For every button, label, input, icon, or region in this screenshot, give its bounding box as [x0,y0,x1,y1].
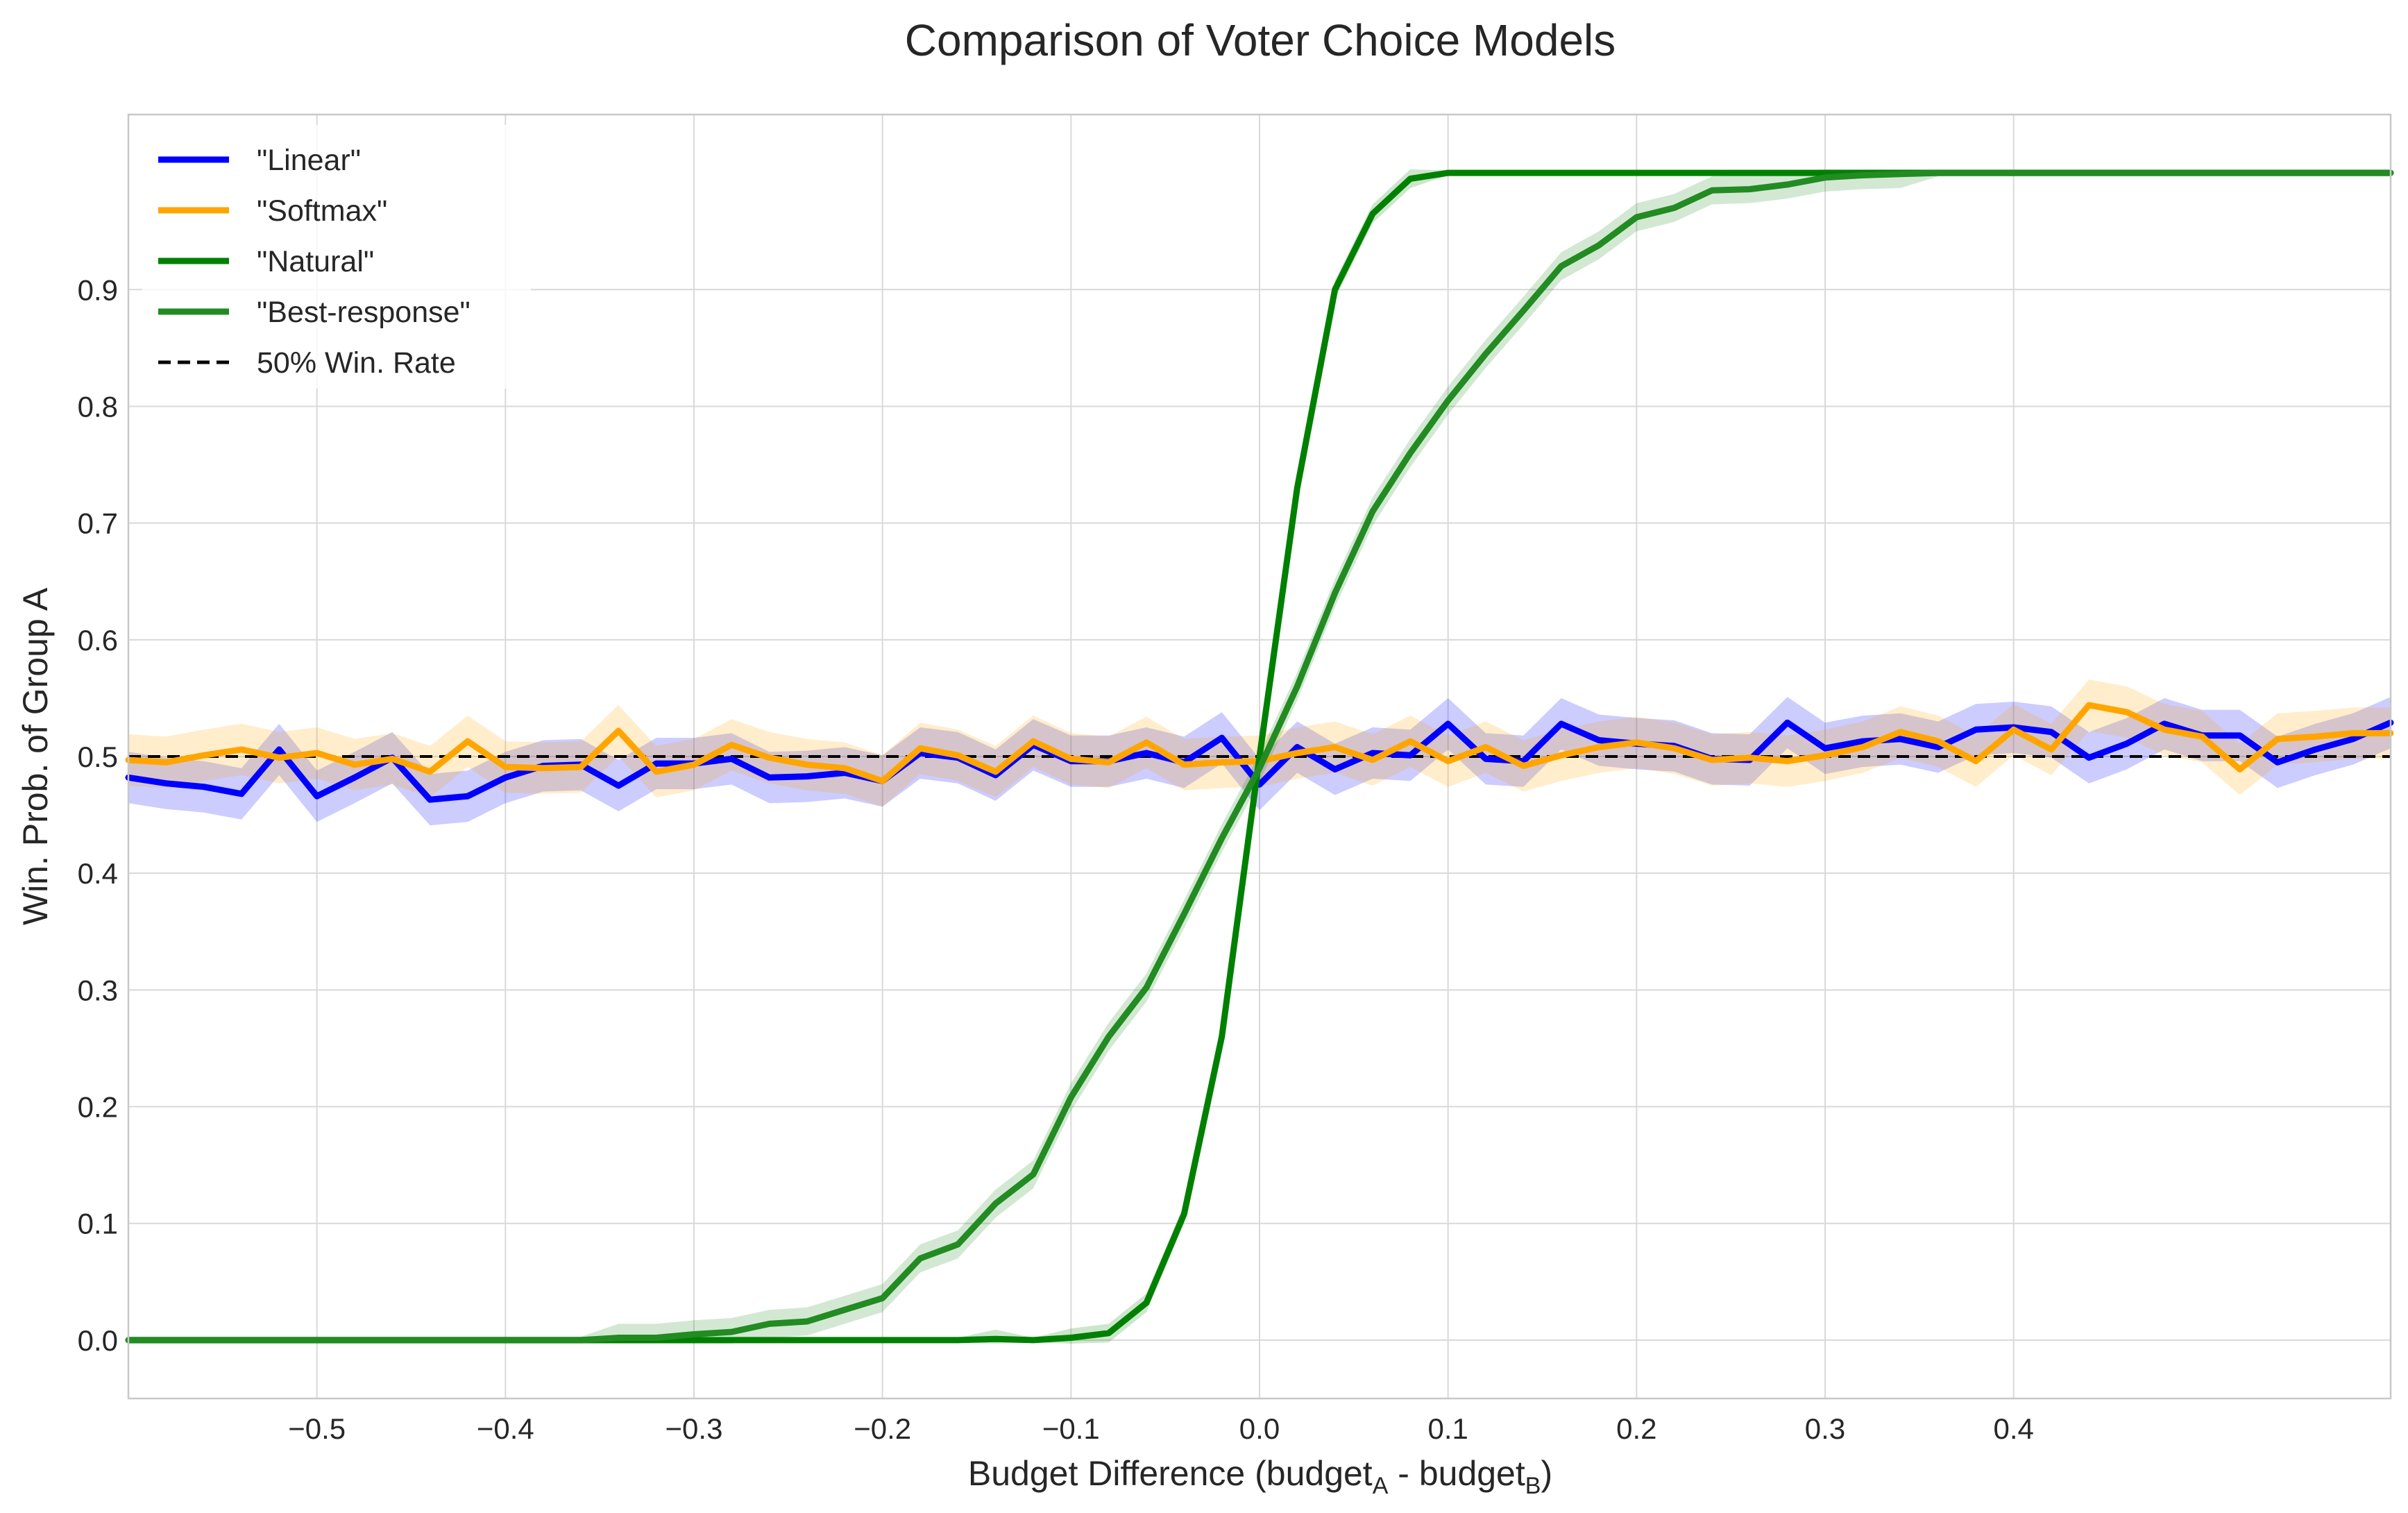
x-tick-label: −0.4 [477,1412,534,1445]
y-tick-label: 0.1 [78,1208,118,1240]
legend-label: 50% Win. Rate [257,346,456,380]
x-tick-label: −0.2 [854,1412,911,1445]
x-tick-label: 0.2 [1616,1412,1656,1445]
y-tick-label: 0.3 [78,974,118,1006]
x-tick-label: 0.4 [1993,1412,2033,1445]
x-tick-label: 0.1 [1427,1412,1468,1445]
x-axis-title-sub-a: A [1373,1473,1389,1499]
y-tick-label: 0.4 [78,857,118,890]
chart-title: Comparison of Voter Choice Models [905,15,1616,65]
x-tick-label: 0.3 [1805,1412,1845,1445]
x-tick-label: −0.5 [288,1412,346,1445]
y-tick-label: 0.5 [78,741,118,773]
plot-frame [127,113,2392,1400]
x-tick-labels: −0.5 −0.4 −0.3 −0.2 −0.1 0.0 0.1 0.2 0.3 0.4 [288,1412,2034,1445]
y-tick-label: 0.8 [78,390,118,423]
legend-label: "Softmax" [257,194,387,228]
x-axis-title: Budget Difference (budgetA - budgetB) [968,1454,1552,1499]
x-tick-label: −0.1 [1042,1412,1100,1445]
x-axis-title-end: ) [1541,1454,1552,1493]
x-axis-title-sub-b: B [1525,1473,1541,1499]
legend: "Linear" "Softmax" "Natural" "Best-response… [142,125,531,389]
x-axis-title-mid: - budget [1388,1454,1525,1493]
x-tick-label: −0.3 [665,1412,723,1445]
x-tick-label: 0.0 [1239,1412,1280,1445]
legend-label: "Best-response" [257,296,470,329]
line-series-4 [125,169,2394,1344]
legend-box [142,125,531,389]
series-lines [125,169,2394,1344]
y-tick-label: 0.6 [78,624,118,657]
y-axis-title: Win. Prob. of Group A [16,587,55,925]
legend-label: "Natural" [257,245,374,278]
legend-label: "Linear" [257,144,361,177]
x-axis-title-main: Budget Difference (budget [968,1454,1373,1493]
y-tick-label: 0.9 [78,273,118,306]
y-tick-label: 0.2 [78,1091,118,1124]
y-tick-labels: 0.0 0.1 0.2 0.3 0.4 0.5 0.6 0.7 0.8 0.9 [78,273,118,1357]
y-tick-label: 0.0 [78,1324,118,1357]
y-tick-label: 0.7 [78,507,118,540]
